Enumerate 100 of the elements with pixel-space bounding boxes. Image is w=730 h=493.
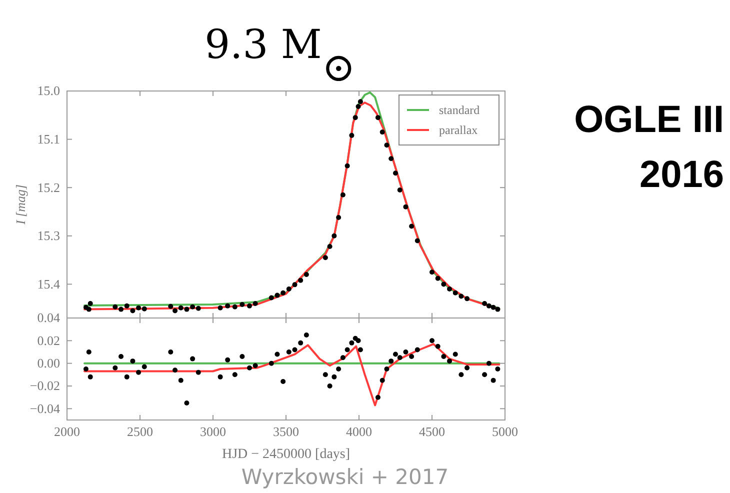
point xyxy=(112,304,118,310)
point xyxy=(83,366,88,372)
point xyxy=(240,354,245,360)
point xyxy=(435,276,440,281)
point xyxy=(332,374,337,380)
text: OGLE III xyxy=(574,99,724,141)
point xyxy=(130,308,136,314)
point xyxy=(142,364,147,370)
point xyxy=(482,372,488,378)
point xyxy=(240,302,245,307)
legend-label: standard xyxy=(439,103,480,117)
point xyxy=(414,347,420,352)
point xyxy=(232,372,238,378)
point xyxy=(112,365,118,370)
x-tick-label: 2000 xyxy=(54,424,80,440)
point xyxy=(409,224,414,229)
point xyxy=(88,301,93,306)
point xyxy=(232,304,238,310)
point xyxy=(142,306,147,312)
point xyxy=(168,304,174,309)
point xyxy=(495,366,500,372)
point xyxy=(403,204,408,210)
y-tick-label: 0.02 xyxy=(37,332,60,348)
point xyxy=(322,372,328,378)
y-tick-label: 0.00 xyxy=(37,355,60,370)
point xyxy=(388,358,394,364)
point xyxy=(452,290,458,296)
point xyxy=(292,282,298,288)
point xyxy=(344,347,350,352)
point xyxy=(190,304,196,310)
point xyxy=(352,115,358,120)
point xyxy=(184,306,190,312)
point xyxy=(274,352,280,357)
point xyxy=(86,350,92,354)
point xyxy=(435,344,440,349)
point xyxy=(292,347,298,352)
point xyxy=(344,163,350,168)
point xyxy=(384,142,390,148)
point xyxy=(430,338,434,344)
point xyxy=(218,374,223,380)
point xyxy=(393,170,398,176)
point xyxy=(490,304,496,310)
text: 2016 xyxy=(639,154,724,196)
point xyxy=(124,303,130,308)
point xyxy=(464,365,470,370)
y-tick-label: 15.2 xyxy=(37,180,60,195)
point xyxy=(327,244,332,250)
y-tick-label: 15.0 xyxy=(37,83,60,98)
point xyxy=(268,295,274,300)
point xyxy=(441,354,446,360)
point xyxy=(196,370,201,375)
point xyxy=(252,301,258,306)
point xyxy=(336,215,342,220)
point xyxy=(225,303,230,308)
text: Wyrzkowski + 2017 xyxy=(241,465,449,489)
point xyxy=(340,355,346,360)
point xyxy=(88,374,93,380)
point xyxy=(178,378,184,383)
point xyxy=(168,350,174,354)
point xyxy=(247,303,252,308)
y-tick-label: −0.02 xyxy=(30,378,60,394)
point xyxy=(225,357,230,362)
point xyxy=(332,233,337,238)
point xyxy=(486,360,492,366)
point xyxy=(172,368,178,373)
point xyxy=(356,338,361,344)
point xyxy=(274,292,280,298)
point xyxy=(447,358,452,364)
x-tick-label: 5000 xyxy=(492,424,518,440)
y-tick-label: 15.1 xyxy=(37,131,60,146)
point xyxy=(482,301,488,306)
point xyxy=(268,360,274,366)
point xyxy=(358,99,363,104)
point xyxy=(414,238,420,244)
point xyxy=(252,363,258,368)
point xyxy=(447,286,452,292)
point xyxy=(327,384,332,388)
point xyxy=(349,340,354,346)
point xyxy=(458,372,464,378)
point xyxy=(464,296,470,302)
point xyxy=(397,188,402,193)
point xyxy=(441,282,446,287)
point xyxy=(349,132,354,138)
point xyxy=(280,290,286,296)
point xyxy=(409,354,414,360)
point xyxy=(388,156,394,162)
point xyxy=(397,355,402,360)
point xyxy=(178,305,184,310)
point xyxy=(380,130,385,135)
point xyxy=(86,306,92,312)
point xyxy=(247,365,252,370)
point xyxy=(190,356,196,362)
point xyxy=(375,115,380,120)
y-tick-label: 0.04 xyxy=(37,310,60,326)
point xyxy=(336,366,342,372)
x-tick-label: 4000 xyxy=(346,424,372,440)
point xyxy=(358,347,363,352)
point xyxy=(136,305,142,310)
point xyxy=(384,366,390,372)
point xyxy=(184,400,190,406)
